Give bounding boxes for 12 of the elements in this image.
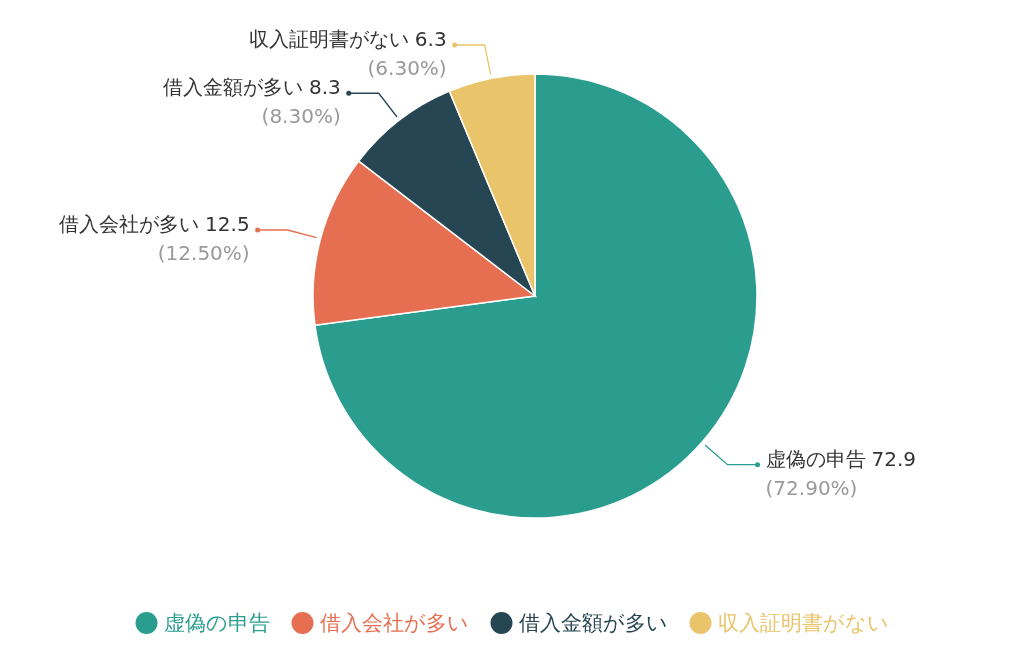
slice-label: 収入証明書がない bbox=[248, 27, 409, 51]
slice-label: 虚偽の申告 bbox=[765, 446, 866, 471]
text: (6.30%) bbox=[367, 56, 447, 80]
slice-label: 借入金額が多い bbox=[162, 75, 303, 100]
legend-label: 借入金額が多い bbox=[518, 611, 668, 635]
slice-label: 借入会社が多い bbox=[59, 212, 200, 236]
text: (12.50%) bbox=[157, 241, 250, 265]
text: (8.30%) bbox=[261, 104, 341, 129]
legend-label: 収入証明書がない bbox=[717, 611, 889, 635]
text: (72.90%) bbox=[765, 475, 858, 500]
legend-label: 借入会社が多い bbox=[319, 611, 469, 635]
legend-label: 虚偽の申告 bbox=[163, 611, 270, 635]
